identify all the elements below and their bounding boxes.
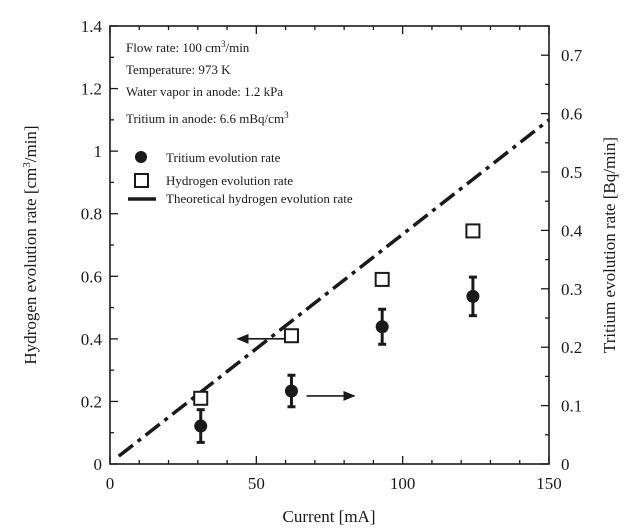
tritium-point xyxy=(375,320,389,334)
left-y-tick-label: 0.8 xyxy=(81,205,102,224)
legend: Tritium evolution rate Hydrogen evolutio… xyxy=(128,150,353,206)
theory-line xyxy=(117,118,551,458)
left-y-axis-title: Hydrogen evolution rate [cm3/min] xyxy=(21,125,40,364)
tritium-anode-sup: 3 xyxy=(284,110,289,120)
legend-theory-label: Theoretical hydrogen evolution rate xyxy=(166,191,353,206)
conditions-block: Flow rate: 100 cm3/min Temperature: 973 … xyxy=(126,39,289,126)
flow-rate-note: Flow rate: 100 cm3/min xyxy=(126,39,250,55)
hydrogen-point xyxy=(193,390,209,406)
theory-series xyxy=(117,118,551,458)
left-y-axis-title-part2: /min] xyxy=(21,125,40,162)
tritium-anode-part1: Tritium in anode: 6.6 mBq/cm xyxy=(126,111,284,126)
legend-tritium-marker xyxy=(135,151,147,163)
flow-rate-part2: /min xyxy=(225,40,249,55)
right-y-tick-label: 0.1 xyxy=(561,397,582,416)
left-y-axis-title-part1: Hydrogen evolution rate [cm xyxy=(21,168,40,365)
left-y-tick-labels: 0 0.2 0.4 0.6 0.8 1 1.2 1.4 xyxy=(81,17,103,474)
hydrogen-point xyxy=(374,271,390,287)
left-y-tick-label: 0.6 xyxy=(81,267,102,286)
left-y-tick-label: 1 xyxy=(94,142,103,161)
axis-ticks xyxy=(109,25,550,465)
legend-hydrogen-marker xyxy=(134,173,149,188)
right-y-tick-label: 0 xyxy=(561,455,570,474)
temperature-note: Temperature: 973 K xyxy=(126,62,231,77)
right-y-tick-label: 0.2 xyxy=(561,338,582,357)
x-tick-label: 150 xyxy=(536,474,562,493)
tritium-series xyxy=(194,275,480,444)
right-y-tick-label: 0.7 xyxy=(561,46,583,65)
right-y-tick-label: 0.4 xyxy=(561,221,583,240)
left-y-tick-label: 0 xyxy=(94,455,103,474)
tritium-point xyxy=(466,289,480,303)
legend-hydrogen-label: Hydrogen evolution rate xyxy=(166,173,293,188)
flow-rate-sup: 3 xyxy=(221,39,226,49)
left-y-tick-label: 1.2 xyxy=(81,80,102,99)
right-y-tick-label: 0.6 xyxy=(561,105,582,124)
right-y-tick-labels: 0 0.1 0.2 0.3 0.4 0.5 0.6 0.7 xyxy=(561,46,583,474)
legend-tritium-label: Tritium evolution rate xyxy=(166,150,281,165)
hydrogen-point xyxy=(283,328,299,344)
hydrogen-series xyxy=(193,223,481,406)
hydrogen-point xyxy=(465,223,481,239)
x-tick-label: 0 xyxy=(106,474,115,493)
tritium-in-anode-note: Tritium in anode: 6.6 mBq/cm3 xyxy=(126,110,289,126)
right-y-tick-label: 0.3 xyxy=(561,280,582,299)
x-tick-labels: 0 50 100 150 xyxy=(106,474,562,493)
left-y-tick-label: 0.4 xyxy=(81,330,103,349)
right-y-axis-title: Tritium evolution rate [Bq/min] xyxy=(600,137,619,353)
right-y-tick-label: 0.5 xyxy=(561,163,582,182)
flow-rate-part1: Flow rate: 100 cm xyxy=(126,40,221,55)
left-y-tick-label: 0.2 xyxy=(81,392,102,411)
x-axis-title: Current [mA] xyxy=(282,507,375,526)
tritium-point xyxy=(194,419,208,433)
water-vapor-note: Water vapor in anode: 1.2 kPa xyxy=(126,84,283,99)
x-tick-label: 100 xyxy=(390,474,416,493)
axis-indicator-arrows xyxy=(236,333,356,401)
left-y-tick-label: 1.4 xyxy=(81,17,103,36)
tritium-point xyxy=(284,384,298,398)
x-tick-label: 50 xyxy=(248,474,265,493)
left-y-axis-title-sup: 3 xyxy=(21,162,33,168)
